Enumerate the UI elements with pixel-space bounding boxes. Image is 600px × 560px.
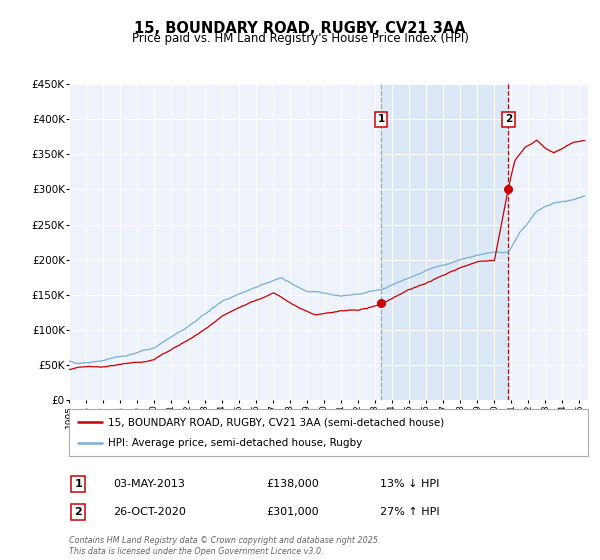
Bar (381, 84, 508, 400)
Text: Price paid vs. HM Land Registry's House Price Index (HPI): Price paid vs. HM Land Registry's House … (131, 32, 469, 45)
Text: 13% ↓ HPI: 13% ↓ HPI (380, 479, 440, 489)
Text: 1: 1 (74, 479, 82, 489)
Text: 15, BOUNDARY ROAD, RUGBY, CV21 3AA: 15, BOUNDARY ROAD, RUGBY, CV21 3AA (134, 21, 466, 36)
Text: 27% ↑ HPI: 27% ↑ HPI (380, 507, 440, 517)
Text: 2: 2 (505, 114, 512, 124)
Text: £301,000: £301,000 (266, 507, 319, 517)
Text: HPI: Average price, semi-detached house, Rugby: HPI: Average price, semi-detached house,… (108, 438, 362, 448)
Text: £138,000: £138,000 (266, 479, 319, 489)
Text: 15, BOUNDARY ROAD, RUGBY, CV21 3AA (semi-detached house): 15, BOUNDARY ROAD, RUGBY, CV21 3AA (semi… (108, 417, 444, 427)
FancyBboxPatch shape (69, 409, 588, 456)
Text: 26-OCT-2020: 26-OCT-2020 (113, 507, 186, 517)
Text: Contains HM Land Registry data © Crown copyright and database right 2025.
This d: Contains HM Land Registry data © Crown c… (69, 536, 380, 556)
Text: 03-MAY-2013: 03-MAY-2013 (113, 479, 185, 489)
Text: 1: 1 (377, 114, 385, 124)
Text: 2: 2 (74, 507, 82, 517)
